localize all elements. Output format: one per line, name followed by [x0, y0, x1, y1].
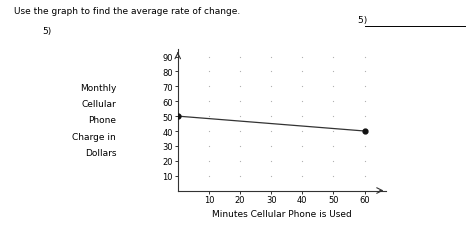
Text: Use the graph to find the average rate of change.: Use the graph to find the average rate o…	[14, 7, 240, 16]
Text: Phone: Phone	[88, 116, 116, 125]
Text: 5): 5)	[43, 27, 52, 36]
Text: Charge in: Charge in	[73, 132, 116, 141]
Text: Dollars: Dollars	[85, 148, 116, 158]
X-axis label: Minutes Cellular Phone is Used: Minutes Cellular Phone is Used	[212, 209, 352, 218]
Text: Cellular: Cellular	[82, 99, 116, 109]
Text: Monthly: Monthly	[80, 83, 116, 92]
Text: 5): 5)	[358, 16, 451, 25]
